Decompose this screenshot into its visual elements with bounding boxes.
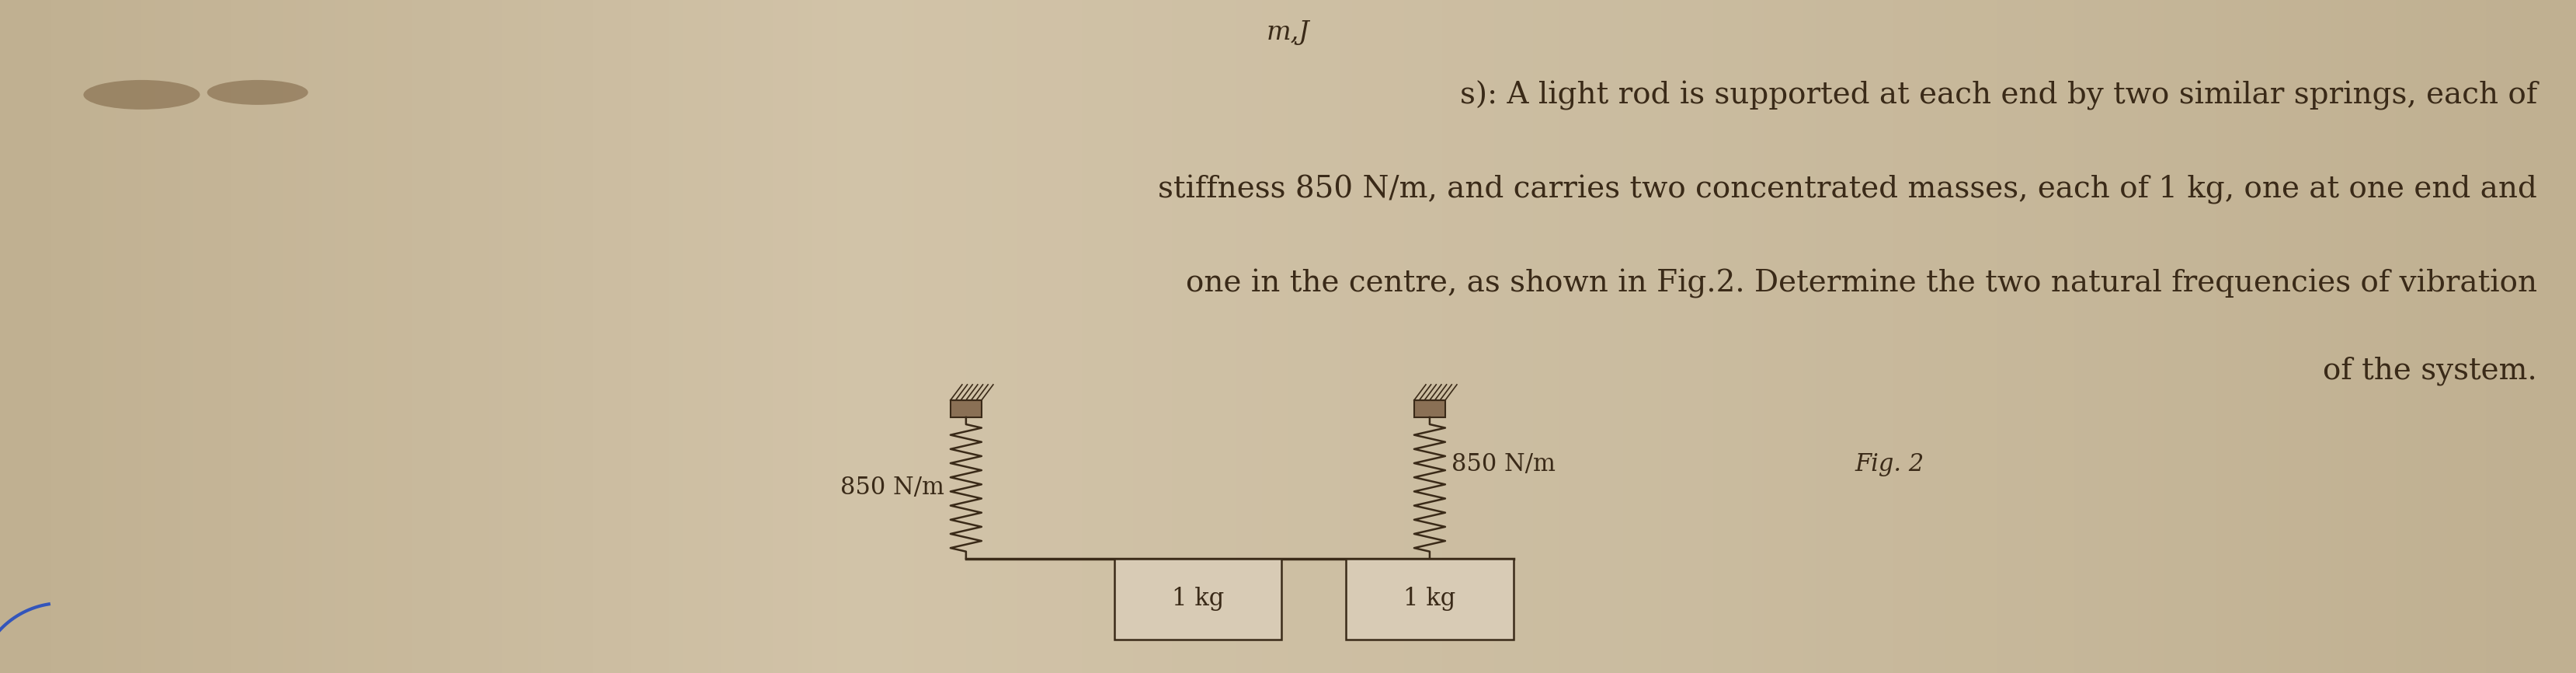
- FancyBboxPatch shape: [1414, 400, 1445, 417]
- Text: m,J: m,J: [1267, 20, 1309, 45]
- FancyBboxPatch shape: [1113, 559, 1283, 639]
- Text: 1 kg: 1 kg: [1172, 587, 1224, 611]
- Text: 1 kg: 1 kg: [1404, 587, 1455, 611]
- Text: s): A light rod is supported at each end by two similar springs, each of: s): A light rod is supported at each end…: [1461, 81, 2537, 110]
- Text: 850 N/m: 850 N/m: [1450, 452, 1556, 476]
- Text: one in the centre, as shown in Fig.2. Determine the two natural frequencies of v: one in the centre, as shown in Fig.2. De…: [1185, 269, 2537, 299]
- FancyBboxPatch shape: [951, 400, 981, 417]
- Text: Fig. 2: Fig. 2: [1855, 452, 1924, 476]
- Ellipse shape: [82, 80, 201, 110]
- FancyBboxPatch shape: [1347, 559, 1515, 639]
- Text: 850 N/m: 850 N/m: [840, 476, 945, 500]
- Text: stiffness 850 N/m, and carries two concentrated masses, each of 1 kg, one at one: stiffness 850 N/m, and carries two conce…: [1159, 175, 2537, 205]
- Text: of the system.: of the system.: [2324, 357, 2537, 386]
- Ellipse shape: [206, 80, 309, 105]
